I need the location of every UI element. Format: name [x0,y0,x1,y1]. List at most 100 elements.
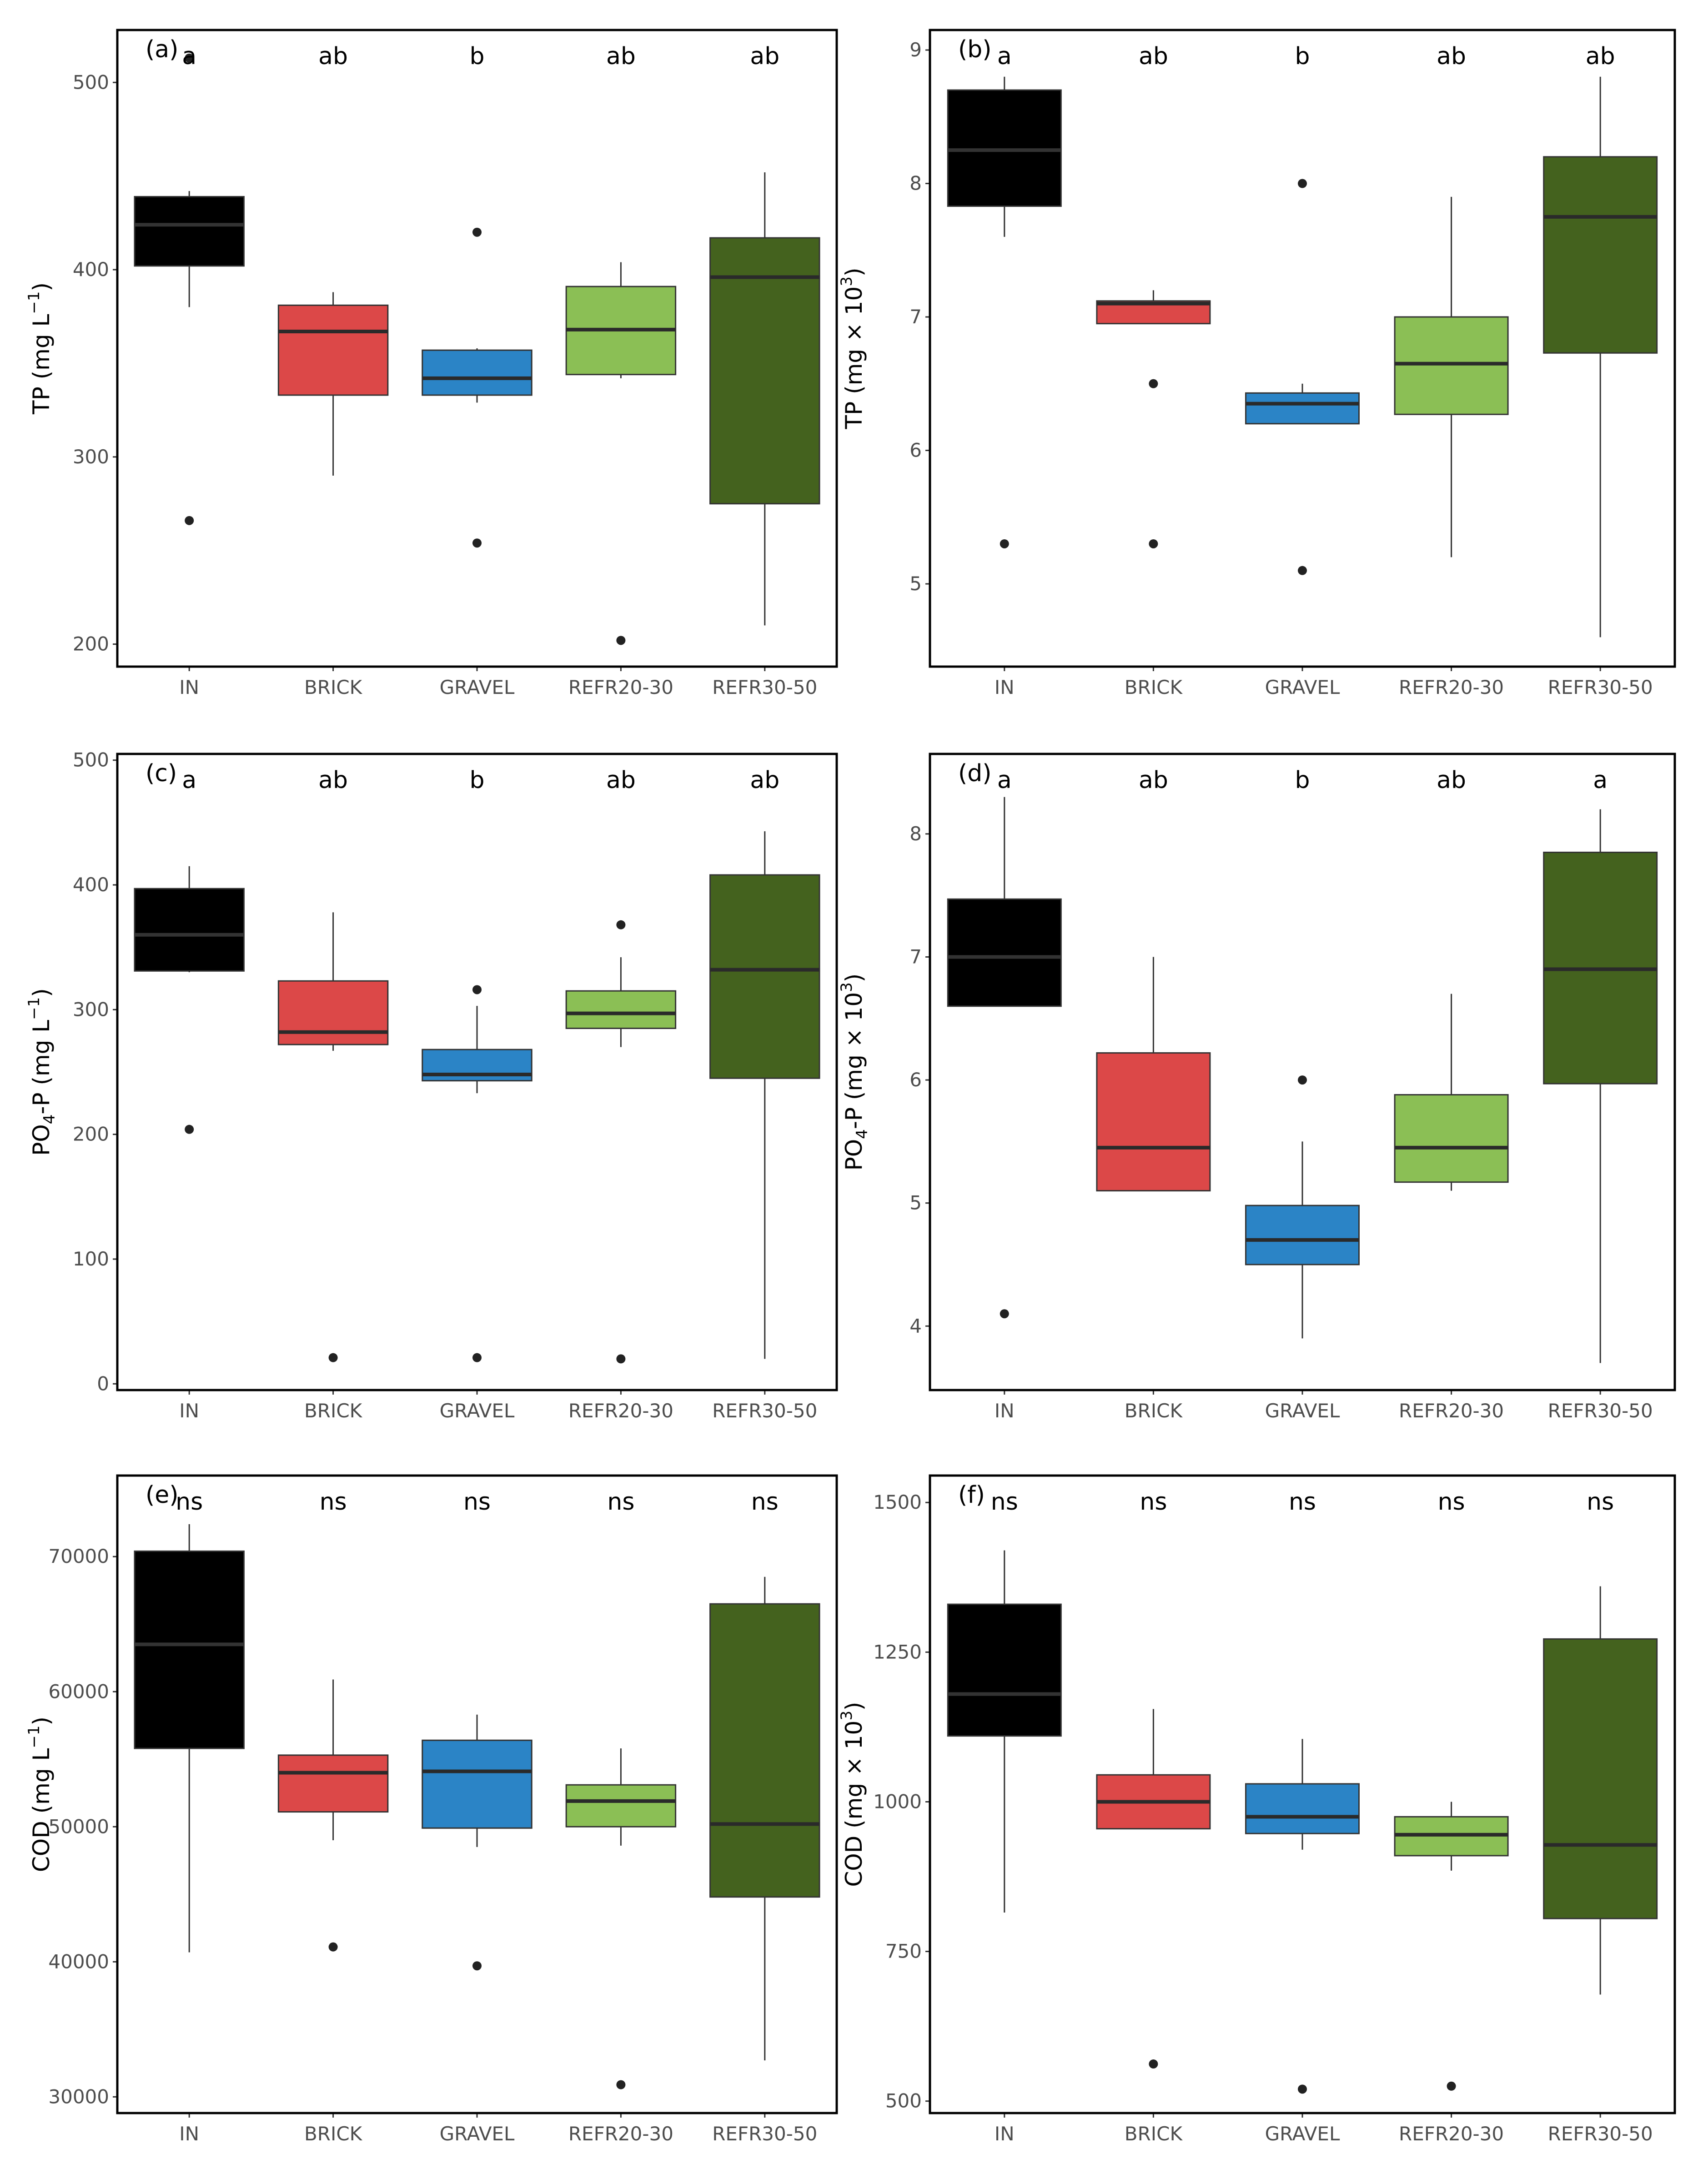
significance-label: a [1593,767,1608,794]
box-gravel [1245,179,1360,575]
significance-label: b [1295,43,1310,70]
significance-label: ab [750,43,779,70]
y-axis-title: PO4-P (mg × 103) [838,974,871,1171]
box-gravel [1245,1739,1360,2094]
y-axis-title-tail: ) [841,974,867,983]
box-body [277,304,389,396]
y-axis-title-sup: −1 [25,997,43,1020]
x-tick-label: BRICK [1125,1400,1183,1422]
significance-label: a [997,43,1012,70]
outlier-point [472,538,482,548]
outlier-point [616,636,626,645]
outlier-point [616,1354,626,1364]
outlier-point [1149,2059,1158,2069]
x-tick-label: REFR30-50 [712,1400,817,1422]
y-tick-label: 50000 [48,1815,109,1838]
box-refr20-30 [1394,994,1509,1191]
y-axis-title-sub: 4 [853,1129,871,1139]
y-axis-title-main: COD (mg × 10 [841,1721,867,1887]
x-tick-label: GRAVEL [1265,676,1340,698]
box-body [134,1550,245,1749]
panel-d: 4 5 6 7 8 a IN ab BRICK b GRAVEL ab REFR20-30 a REFR30… [838,753,1676,1422]
y-tick-label: 500 [73,749,109,771]
box-refr30-50 [1543,1586,1658,1995]
significance-label: ns [1587,1488,1614,1516]
y-axis-title-tail: ) [28,1717,55,1726]
y-tick-label: 100 [73,1248,109,1270]
significance-label: a [182,43,196,70]
box-refr30-50 [1543,76,1658,638]
x-tick-label: IN [179,2123,199,2145]
y-axis-title-sup: 3 [838,276,856,286]
box-in [947,1550,1062,1913]
significance-label: ns [1438,1488,1465,1516]
significance-label: b [1295,767,1310,794]
box-refr30-50 [709,831,820,1359]
box-refr20-30 [1394,1802,1509,2091]
box-body [1245,392,1360,425]
panel-f: 500 750 1000 1250 1500 ns IN ns BRICK ns GRAVEL ns R… [838,1474,1676,2145]
panel-a: 200 300 400 500 a IN ab BRICK b GRAVEL ab REFR20-30… [25,29,838,698]
y-axis-title-main: PO [28,1124,55,1156]
y-tick-label: 200 [73,1123,109,1145]
box-brick [1096,1709,1211,2069]
panel-label: (b) [958,36,992,63]
panel-e: 30000 40000 50000 60000 70000 ns IN ns BRICK ns GR… [25,1474,838,2145]
box-refr20-30 [565,262,677,645]
y-tick-label: 6 [909,439,922,462]
x-tick-label: BRICK [1125,676,1183,698]
y-tick-label: 8 [909,823,922,845]
y-axis-title-mid: -P (mg × 10 [841,992,867,1129]
outlier-point [1447,2081,1456,2091]
significance-label: a [182,767,196,794]
box-body [1096,1052,1211,1192]
box-brick [1096,957,1211,1192]
box-body [277,980,389,1045]
y-axis-title: PO4-P (mg L−1) [25,988,59,1156]
x-tick-label: REFR20-30 [568,2123,673,2145]
panel-label: (a) [146,36,178,63]
outlier-point [185,53,194,63]
significance-label: ab [1139,43,1168,70]
x-tick-label: GRAVEL [440,2123,515,2145]
y-tick-label: 9 [909,39,922,61]
y-axis-title-sup: 3 [838,1711,856,1721]
x-tick-label: REFR20-30 [568,1400,673,1422]
y-axis-title-tail: ) [841,268,867,277]
box-refr30-50 [709,1577,820,2061]
box-body [947,89,1062,207]
x-tick-label: REFR20-30 [1399,1400,1504,1422]
significance-label: ns [320,1488,347,1516]
box-refr20-30 [1394,196,1509,557]
y-axis-title-main: COD (mg L [28,1748,55,1873]
x-tick-label: REFR20-30 [568,676,673,698]
y-tick-label: 1250 [873,1641,922,1663]
x-tick-label: IN [179,676,199,698]
box-body [709,874,820,1079]
y-tick-label: 0 [97,1372,109,1395]
y-axis-title: COD (mg × 103) [838,1702,867,1887]
y-axis-title: TP (mg L−1) [25,282,55,415]
box-refr30-50 [1543,809,1658,1363]
box-body [709,1603,820,1898]
y-tick-label: 500 [73,71,109,93]
box-in [947,797,1062,1319]
panel-label: (e) [146,1481,179,1509]
outlier-point [1298,1075,1307,1085]
y-axis-title-sup: 3 [838,982,856,992]
box-body [422,349,532,396]
outlier-point [1149,539,1158,548]
x-tick-label: IN [995,676,1015,698]
panel-label: (f) [958,1481,985,1509]
box-brick [277,1679,389,1952]
x-tick-label: BRICK [1125,2123,1183,2145]
significance-label: ns [751,1488,779,1516]
box-brick [277,292,389,476]
y-tick-label: 5 [909,572,922,595]
significance-label: ab [606,767,636,794]
significance-label: ns [607,1488,634,1516]
y-tick-label: 500 [885,2090,922,2112]
significance-label: b [469,43,484,70]
outlier-point [185,516,194,525]
